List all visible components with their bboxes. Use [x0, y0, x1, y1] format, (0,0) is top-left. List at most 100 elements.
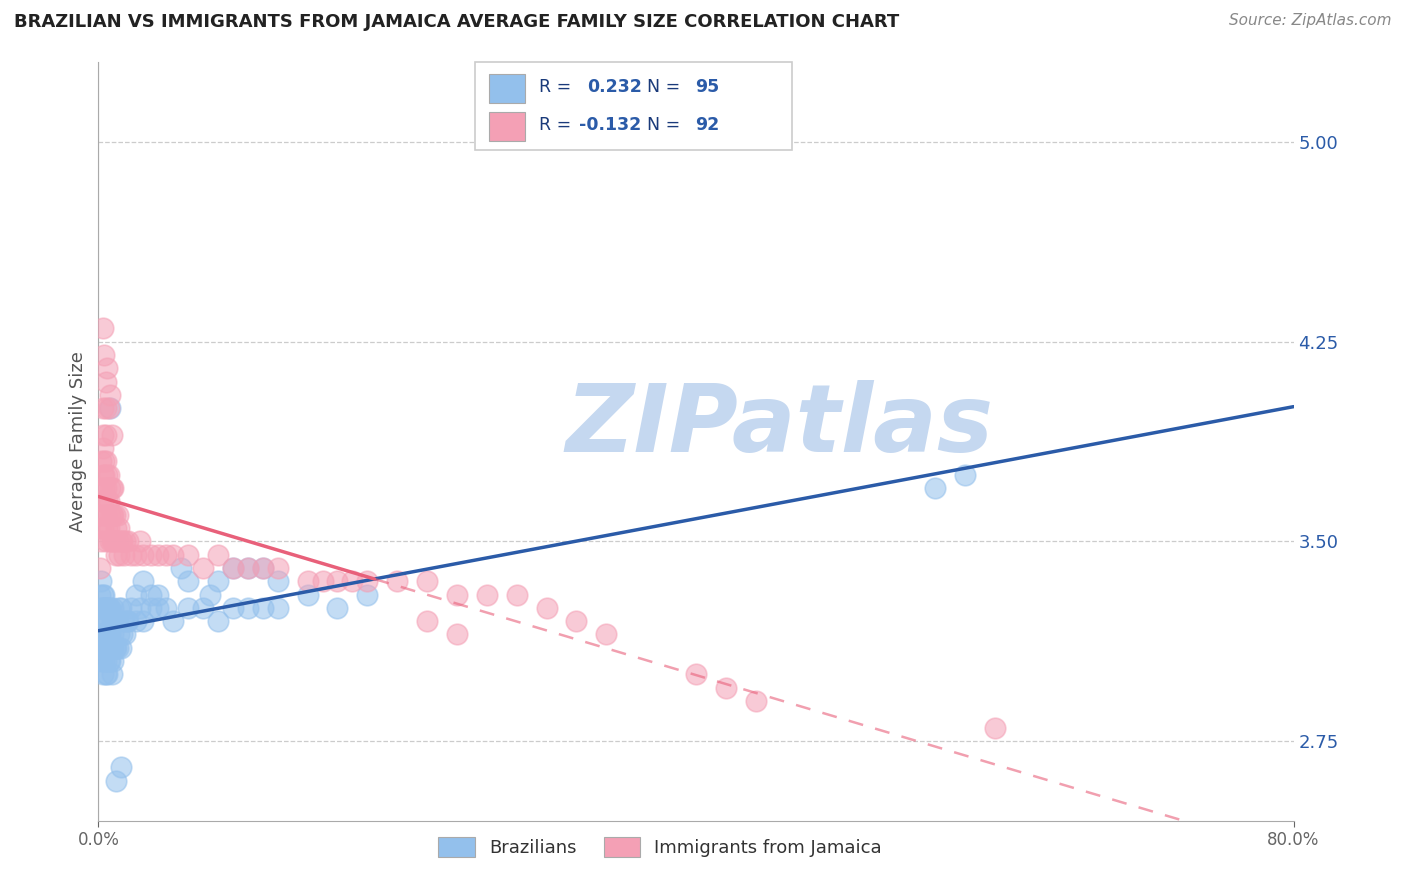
- Point: [91, 321, 114, 335]
- Point: [326, 600, 349, 615]
- Point: [96, 627, 118, 641]
- Point: [101, 640, 124, 655]
- Point: [91, 428, 114, 442]
- Point: [536, 600, 558, 615]
- Point: [90, 614, 112, 628]
- Point: [108, 521, 131, 535]
- Point: [125, 587, 148, 601]
- Point: [94, 627, 117, 641]
- Point: [103, 508, 125, 522]
- Point: [96, 640, 118, 655]
- Point: [207, 614, 229, 628]
- Point: [91, 587, 114, 601]
- Bar: [489, 74, 524, 103]
- Point: [93, 508, 115, 522]
- Point: [101, 481, 124, 495]
- Point: [924, 481, 946, 495]
- Point: [93, 654, 115, 668]
- Point: [148, 587, 170, 601]
- Point: [107, 534, 129, 549]
- Point: [103, 627, 125, 641]
- Point: [94, 640, 117, 655]
- Point: [446, 587, 468, 601]
- Point: [94, 508, 117, 522]
- Point: [105, 548, 128, 562]
- Point: [267, 561, 290, 575]
- Point: [125, 614, 148, 628]
- Point: [252, 561, 274, 575]
- Point: [98, 654, 122, 668]
- Point: [93, 587, 115, 601]
- Point: [506, 587, 529, 601]
- Point: [236, 561, 259, 575]
- Point: [97, 600, 120, 615]
- Point: [107, 640, 129, 655]
- Bar: [489, 112, 524, 141]
- Point: [98, 481, 122, 495]
- Point: [117, 614, 139, 628]
- Point: [714, 681, 737, 695]
- Text: ZIPatlas: ZIPatlas: [565, 380, 994, 473]
- Point: [110, 640, 132, 655]
- Point: [91, 614, 114, 628]
- Point: [191, 561, 214, 575]
- Text: N =: N =: [647, 116, 686, 134]
- Point: [252, 600, 274, 615]
- Point: [236, 600, 259, 615]
- Point: [103, 654, 125, 668]
- Point: [93, 640, 115, 655]
- Point: [93, 481, 115, 495]
- Point: [104, 508, 127, 522]
- Text: N =: N =: [647, 78, 686, 95]
- Point: [90, 574, 112, 589]
- Point: [98, 534, 122, 549]
- Point: [91, 401, 114, 416]
- Point: [91, 441, 114, 455]
- Point: [385, 574, 409, 589]
- Point: [139, 587, 162, 601]
- Point: [139, 600, 162, 615]
- Point: [90, 600, 112, 615]
- Point: [101, 614, 124, 628]
- Point: [105, 640, 128, 655]
- Point: [97, 640, 120, 655]
- Point: [129, 534, 152, 549]
- Point: [115, 614, 138, 628]
- Point: [97, 654, 120, 668]
- Point: [90, 627, 112, 641]
- Point: [94, 375, 117, 389]
- Point: [93, 467, 115, 482]
- Point: [107, 508, 129, 522]
- Point: [91, 667, 114, 681]
- Point: [97, 521, 120, 535]
- Point: [90, 481, 112, 495]
- Text: Source: ZipAtlas.com: Source: ZipAtlas.com: [1229, 13, 1392, 29]
- Point: [94, 428, 117, 442]
- Point: [97, 494, 120, 508]
- Point: [94, 654, 117, 668]
- Point: [97, 467, 120, 482]
- Point: [94, 534, 117, 549]
- Point: [267, 574, 290, 589]
- Point: [191, 600, 214, 615]
- Point: [103, 534, 125, 549]
- Text: 0.232: 0.232: [588, 78, 643, 95]
- Point: [97, 627, 120, 641]
- Point: [177, 574, 200, 589]
- Point: [252, 561, 274, 575]
- Point: [177, 548, 200, 562]
- Text: R =: R =: [540, 78, 576, 95]
- Point: [236, 561, 259, 575]
- Point: [103, 640, 125, 655]
- Point: [114, 627, 136, 641]
- Point: [112, 548, 135, 562]
- Point: [93, 348, 115, 362]
- Point: [98, 401, 122, 416]
- Point: [311, 574, 333, 589]
- Point: [222, 600, 245, 615]
- Point: [120, 600, 142, 615]
- Point: [91, 640, 114, 655]
- Point: [101, 508, 124, 522]
- Point: [953, 467, 976, 482]
- Point: [132, 574, 155, 589]
